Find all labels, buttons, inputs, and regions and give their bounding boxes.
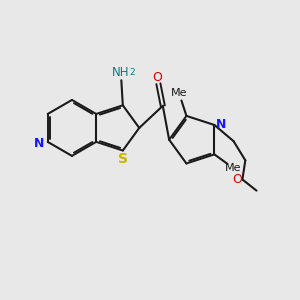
Text: O: O (232, 173, 242, 186)
Text: N: N (216, 118, 226, 130)
Text: Me: Me (224, 163, 241, 173)
Text: NH: NH (112, 66, 129, 80)
Text: 2: 2 (130, 68, 135, 77)
Text: N: N (33, 137, 44, 150)
Text: O: O (153, 71, 162, 84)
Text: S: S (118, 152, 128, 166)
Text: Me: Me (171, 88, 188, 98)
